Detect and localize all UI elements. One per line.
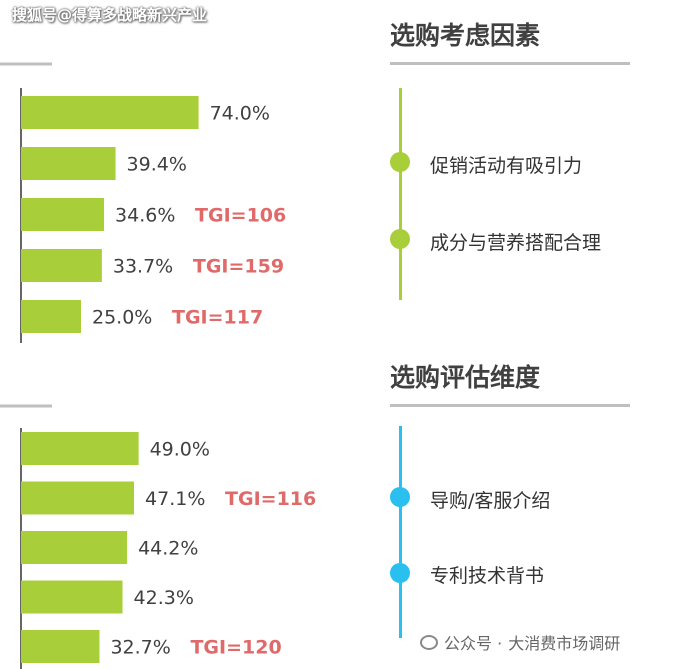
top-bar-label-4: 33.7% [113, 256, 173, 278]
top-bar-label-2: 39.4% [127, 154, 187, 176]
top-bar-4 [21, 249, 102, 282]
purchase-factors-line [399, 88, 402, 300]
bottom-tgi-label-5: TGI=120 [190, 637, 281, 659]
bar-charts: 74.0% 39.4% 34.6% TGI=106 33.7% TGI=159 25.0% T… [0, 62, 316, 669]
bottom-bar-4 [21, 580, 123, 614]
evaluation-dimension-2: 专利技术背书 [430, 565, 545, 587]
top-tgi-label-5: TGI=117 [172, 307, 263, 329]
top-tgi-label-4: TGI=159 [193, 256, 284, 278]
bottom-bar-2 [21, 481, 135, 515]
bottom-tgi-label-2: TGI=116 [225, 488, 316, 510]
bottom-bar-3 [21, 531, 128, 564]
bottom-bar-label-3: 44.2% [138, 538, 198, 560]
evaluation-dimensions-rule [390, 404, 630, 407]
bottom-bar-label-4: 42.3% [134, 587, 194, 609]
evaluation-dimensions-line [399, 426, 402, 638]
purchase-factor-dot-2 [390, 229, 410, 249]
evaluation-dimensions-title: 选购评估维度 [390, 363, 541, 392]
purchase-factors-title: 选购考虑因素 [390, 21, 541, 50]
evaluation-dimension-1: 导购/客服介绍 [430, 490, 551, 512]
purchase-factor-dot-1 [390, 152, 410, 172]
bottom-bar-label-5: 32.7% [110, 637, 170, 659]
purchase-factors-rule [390, 62, 630, 65]
top-bar-2 [21, 147, 116, 180]
bottom-bar-1 [21, 432, 139, 465]
top-bar-label-5: 25.0% [92, 307, 152, 329]
footer-source: 公众号 · 大消费市场调研 [420, 630, 620, 654]
footer-prefix: 公众号 · [444, 634, 503, 653]
evaluation-dimension-dot-1 [390, 487, 410, 507]
top-bar-3 [21, 198, 105, 231]
purchase-factor-1: 促销活动有吸引力 [430, 155, 583, 177]
bottom-bar-label-1: 49.0% [150, 439, 210, 461]
wechat-icon [420, 634, 438, 650]
purchase-factor-2: 成分与营养搭配合理 [430, 232, 602, 254]
top-bar-5 [21, 300, 81, 333]
footer-name: 大消费市场调研 [508, 634, 621, 653]
top-bar-label-1: 74.0% [210, 103, 270, 125]
bottom-bar-5 [21, 630, 100, 663]
top-bar-label-3: 34.6% [115, 205, 175, 227]
watermark: 搜狐号@得算多战略新兴产业 [12, 6, 208, 24]
top-bar-1 [21, 96, 199, 129]
bottom-bar-label-2: 47.1% [145, 488, 205, 510]
evaluation-dimension-dot-2 [390, 563, 410, 583]
top-tgi-label-3: TGI=106 [195, 205, 286, 227]
